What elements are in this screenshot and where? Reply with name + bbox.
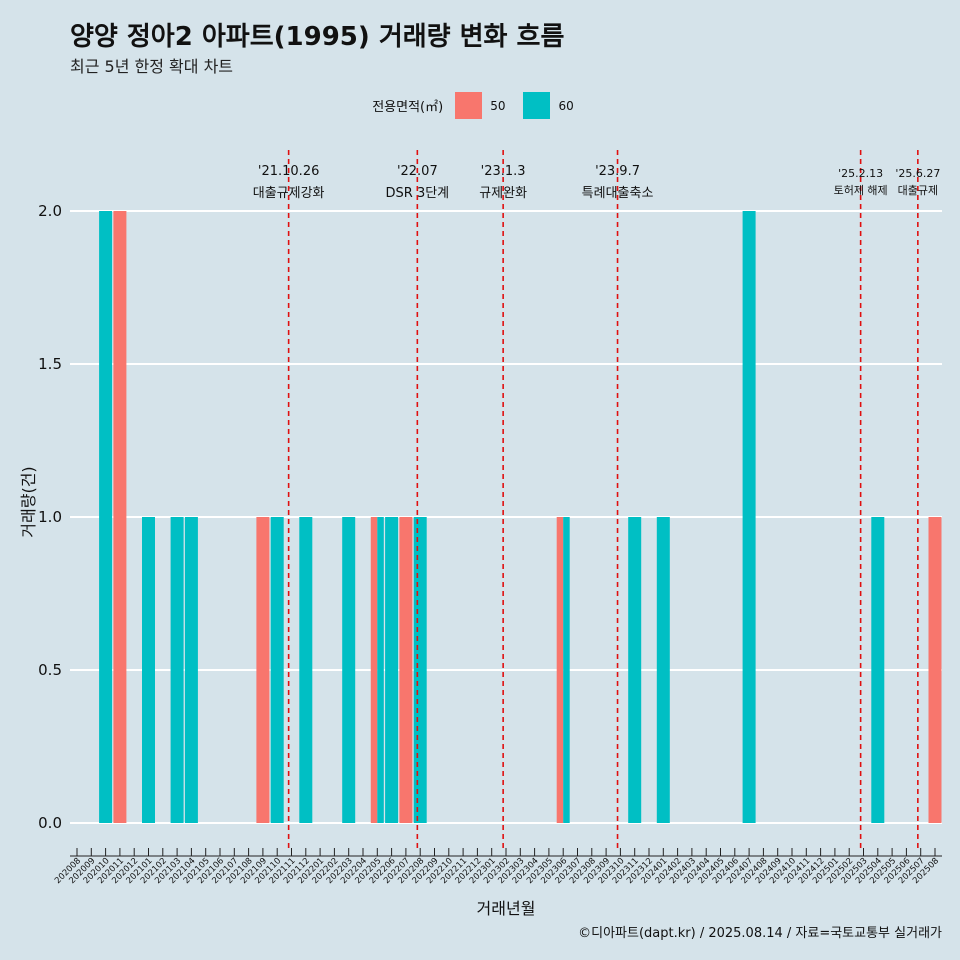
bar-202205-60 xyxy=(377,517,384,823)
bar-202103-60 xyxy=(170,517,184,823)
bar-202207-50 xyxy=(399,517,413,823)
x-axis-title: 거래년월 xyxy=(477,899,536,918)
y-tick-label: 1.0 xyxy=(38,508,62,526)
bar-202110-60 xyxy=(270,517,284,823)
chart-caption: ©디아파트(dapt.kr) / 2025.08.14 / 자료=국토교통부 실… xyxy=(578,926,942,941)
event-name-label: 규제완화 xyxy=(479,186,527,201)
event-date-label: '23.9.7 xyxy=(595,164,640,179)
event-date-label: '22.07 xyxy=(397,164,438,179)
bar-202101-60 xyxy=(142,517,155,823)
event-name-label: DSR 3단계 xyxy=(386,186,450,201)
event-name-label: 특례대출축소 xyxy=(582,186,654,201)
legend-label-60: 60 xyxy=(558,98,574,113)
bar-202508-50 xyxy=(928,517,942,823)
bar-202205-50 xyxy=(370,517,378,823)
y-tick-label: 2.0 xyxy=(38,202,62,220)
y-tick-label: 0.0 xyxy=(38,814,62,832)
bar-202010-60 xyxy=(99,211,113,823)
event-date-label: '25.2.13 xyxy=(838,167,883,180)
bar-202104-60 xyxy=(184,517,198,823)
legend-title: 전용면적(㎡) xyxy=(372,100,444,115)
bar-202206-60 xyxy=(385,517,399,823)
legend-label-50: 50 xyxy=(490,98,506,113)
event-name-label: 대출규제 xyxy=(898,184,938,197)
bar-202109-50 xyxy=(256,517,270,823)
bar-202407-60 xyxy=(742,211,756,823)
bar-202504-60 xyxy=(871,517,885,823)
bar-202311-60 xyxy=(628,517,642,823)
event-date-label: '23.1.3 xyxy=(481,164,526,179)
y-axis-title: 거래량(건) xyxy=(19,466,38,537)
bar-202306-50 xyxy=(556,517,564,823)
event-date-label: '25.6.27 xyxy=(895,167,940,180)
legend-key-60 xyxy=(523,92,551,119)
legend-key-50 xyxy=(455,92,483,119)
chart-title: 양양 정아2 아파트(1995) 거래량 변화 흐름 xyxy=(70,22,565,52)
event-name-label: 대출규제강화 xyxy=(253,186,325,201)
event-name-label: 토허제 해제 xyxy=(834,183,888,197)
bar-202203-60 xyxy=(342,517,356,823)
legend: 전용면적(㎡) 50 60 xyxy=(0,92,960,119)
event-date-label: '21.10.26 xyxy=(258,164,319,179)
bar-202401-60 xyxy=(656,517,670,823)
y-tick-label: 1.5 xyxy=(38,355,62,373)
bar-202306-60 xyxy=(563,517,570,823)
bar-202208-60 xyxy=(413,517,427,823)
chart-subtitle: 최근 5년 한정 확대 차트 xyxy=(70,57,234,76)
bar-202112-60 xyxy=(299,517,313,823)
y-tick-label: 0.5 xyxy=(38,661,62,679)
bar-202011-50 xyxy=(113,211,127,823)
